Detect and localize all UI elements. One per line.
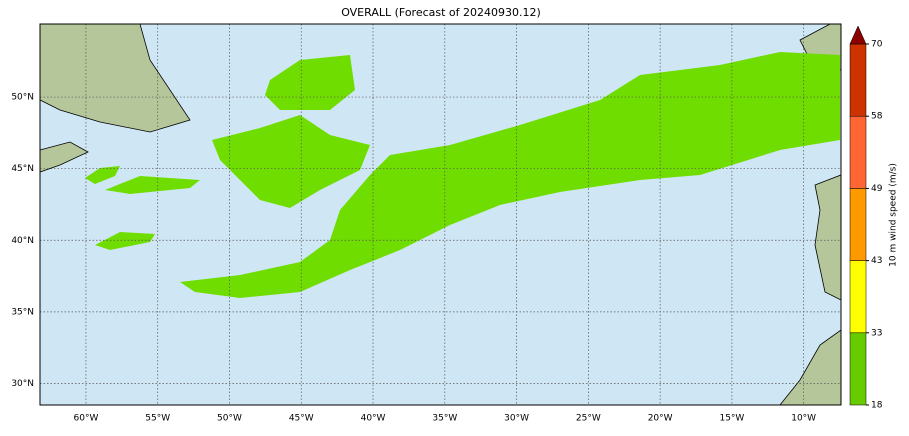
colorbar-segment: [849, 43, 867, 117]
x-tick-label: 20°W: [648, 414, 673, 424]
colorbar-tick-label: 18: [871, 401, 883, 411]
colorbar-tick-label: 58: [871, 112, 883, 122]
chart-title: OVERALL (Forecast of 20240930.12): [341, 6, 541, 19]
y-tick-label: 45°N: [11, 164, 34, 174]
x-tick-label: 60°W: [74, 414, 99, 424]
x-tick-label: 15°W: [719, 414, 744, 424]
colorbar-tick-label: 43: [871, 256, 882, 266]
y-tick-label: 40°N: [11, 236, 34, 246]
y-tick-label: 50°N: [11, 93, 34, 103]
x-tick-label: 45°W: [289, 414, 314, 424]
x-tick-label: 40°W: [361, 414, 386, 424]
y-tick-label: 30°N: [11, 379, 34, 389]
colorbar-tick-label: 33: [871, 328, 882, 338]
x-tick-label: 55°W: [145, 414, 170, 424]
land: [39, 23, 842, 406]
x-tick-label: 10°W: [791, 414, 816, 424]
colorbar-extend: [849, 25, 867, 45]
grid: [40, 24, 841, 405]
colorbar-label: 10 m wind speed (m/s): [889, 163, 899, 267]
wind-area: [85, 52, 840, 298]
y-tick-label: 35°N: [11, 307, 34, 317]
x-tick-label: 50°W: [217, 414, 242, 424]
colorbar-tick-label: 70: [871, 40, 883, 50]
colorbar-tick-label: 49: [871, 184, 883, 194]
x-tick-label: 25°W: [576, 414, 601, 424]
map-frame: [39, 23, 842, 406]
x-tick-label: 30°W: [504, 414, 529, 424]
colorbar-segment: [849, 260, 867, 334]
colorbar-segment: [849, 332, 867, 406]
x-tick-label: 35°W: [432, 414, 457, 424]
colorbar-segment: [849, 115, 867, 189]
colorbar-segment: [849, 188, 867, 261]
